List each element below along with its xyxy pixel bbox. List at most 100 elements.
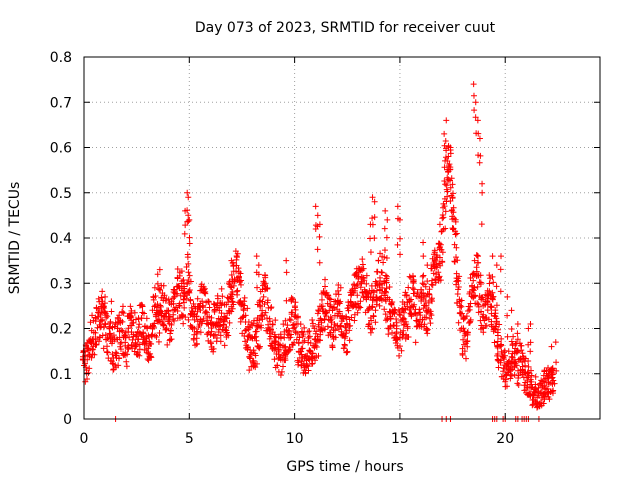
data-point [367, 221, 374, 228]
data-point [150, 296, 157, 303]
data-point [95, 338, 102, 345]
data-point [488, 318, 495, 325]
data-point [241, 302, 248, 309]
data-point [299, 345, 306, 352]
data-point [397, 312, 404, 319]
data-point [370, 312, 377, 319]
data-point [441, 142, 448, 149]
data-point [207, 331, 214, 338]
data-point [309, 360, 316, 367]
data-point [453, 244, 460, 251]
data-point [168, 336, 175, 343]
data-point [369, 325, 376, 332]
data-point [221, 301, 228, 308]
data-point [489, 294, 496, 301]
data-point [287, 334, 294, 341]
data-point [124, 346, 131, 353]
data-point [218, 310, 225, 317]
data-point [453, 270, 460, 277]
data-point [285, 327, 292, 334]
data-point [412, 339, 419, 346]
data-point [157, 286, 164, 293]
data-point [420, 253, 427, 260]
data-point [401, 315, 408, 322]
data-point [338, 328, 345, 335]
data-point [95, 295, 102, 302]
data-point [186, 272, 193, 279]
data-point [181, 285, 188, 292]
data-point [363, 272, 370, 279]
data-point [494, 350, 501, 357]
data-point [451, 258, 458, 265]
data-point [197, 329, 204, 336]
data-point [421, 302, 428, 309]
data-point [379, 269, 386, 276]
data-point [127, 303, 134, 310]
data-point [194, 295, 201, 302]
data-point [303, 363, 310, 370]
data-point [106, 330, 113, 337]
data-point [550, 377, 557, 384]
data-point [191, 325, 198, 332]
data-point [313, 344, 320, 351]
x-axis-label: GPS time / hours [286, 459, 403, 475]
data-point [181, 230, 188, 237]
data-point [183, 295, 190, 302]
data-point [422, 297, 429, 304]
data-point [460, 336, 467, 343]
data-point [102, 293, 109, 300]
data-point [130, 319, 137, 326]
data-point [477, 152, 484, 159]
y-tick-label: 0.2 [50, 322, 72, 338]
data-point [546, 396, 553, 403]
data-point [525, 325, 532, 332]
data-point [359, 261, 366, 268]
data-point [88, 354, 95, 361]
data-point [429, 255, 436, 262]
data-point [552, 339, 559, 346]
data-point [451, 241, 458, 248]
data-point [498, 341, 505, 348]
x-tick-label: 20 [496, 431, 514, 447]
data-point [475, 301, 482, 308]
data-point [228, 308, 235, 315]
data-point [306, 347, 313, 354]
data-point [408, 313, 415, 320]
data-point [504, 312, 511, 319]
data-point [217, 338, 224, 345]
data-point [315, 352, 322, 359]
data-point [443, 145, 450, 152]
data-point [524, 369, 531, 376]
data-point [493, 262, 500, 269]
data-point [355, 275, 362, 282]
data-point [85, 369, 92, 376]
data-point [165, 308, 172, 315]
data-point [402, 289, 409, 296]
data-point [369, 303, 376, 310]
data-point [447, 184, 454, 191]
data-point [474, 300, 481, 307]
data-point [292, 306, 299, 313]
data-point [527, 348, 534, 355]
data-point [495, 326, 502, 333]
data-point [114, 325, 121, 332]
data-point [128, 307, 135, 314]
data-point [393, 323, 400, 330]
data-point [367, 329, 374, 336]
data-point [261, 301, 268, 308]
data-point [204, 331, 211, 338]
data-point [227, 283, 234, 290]
data-point [154, 280, 161, 287]
data-point [298, 348, 305, 355]
data-point [294, 313, 301, 320]
data-point [89, 312, 96, 319]
data-point [233, 268, 240, 275]
data-point [457, 327, 464, 334]
data-point [309, 354, 316, 361]
data-point [508, 307, 515, 314]
data-point [394, 203, 401, 210]
data-point [313, 338, 320, 345]
x-tick-label: 10 [286, 431, 304, 447]
data-point [184, 207, 191, 214]
data-point [366, 321, 373, 328]
